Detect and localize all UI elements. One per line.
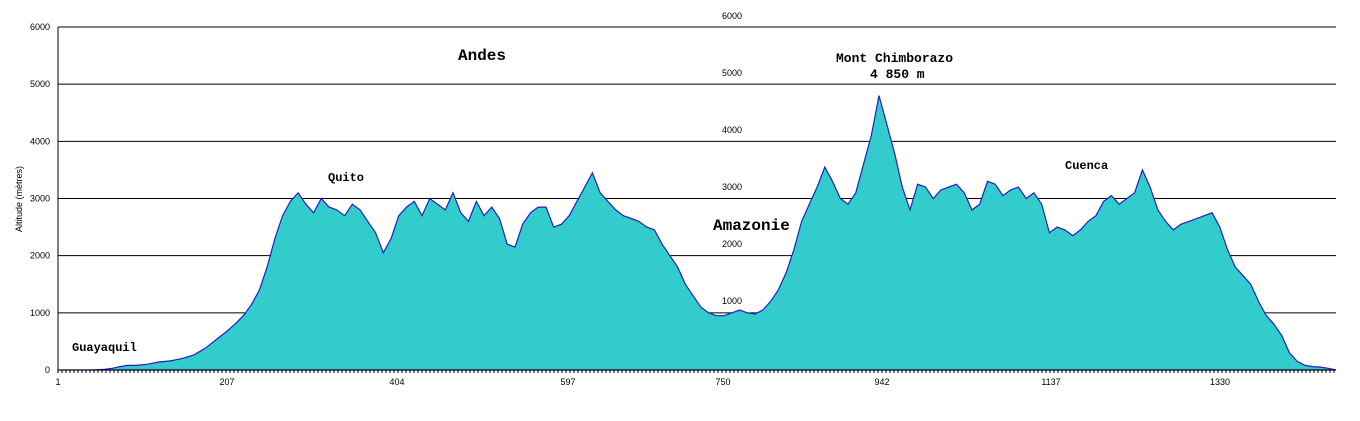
y-tick-label: 0 bbox=[45, 365, 50, 375]
annotation-amazonie: Amazonie bbox=[713, 217, 790, 235]
inner-tick-label: 2000 bbox=[722, 239, 742, 249]
inner-tick-label: 3000 bbox=[722, 182, 742, 192]
annotation-andes: Andes bbox=[458, 47, 506, 65]
x-tick-label: 1 bbox=[55, 377, 60, 387]
x-axis bbox=[57, 369, 1336, 373]
annotation-peak-name: Mont Chimborazo bbox=[836, 51, 953, 66]
inner-tick-label: 4000 bbox=[722, 125, 742, 135]
altitude-area bbox=[58, 95, 1337, 371]
x-tick-label: 1137 bbox=[1041, 377, 1060, 387]
y-tick-label: 2000 bbox=[30, 251, 50, 261]
annotation-quito: Quito bbox=[328, 171, 364, 185]
y-tick-label: 5000 bbox=[30, 79, 50, 89]
y-tick-label: 1000 bbox=[30, 308, 50, 318]
inner-tick-label: 6000 bbox=[722, 11, 742, 21]
x-tick-label: 207 bbox=[219, 377, 234, 387]
y-axis-label: Altitude (mètres) bbox=[14, 166, 24, 232]
inner-tick-label: 1000 bbox=[722, 296, 742, 306]
y-tick-label: 4000 bbox=[30, 136, 50, 146]
x-tick-label: 1330 bbox=[1210, 377, 1230, 387]
annotation-peak-alt: 4 850 m bbox=[870, 67, 925, 82]
inner-altitude-ticks: 1000 2000 3000 4000 5000 6000 bbox=[722, 11, 742, 306]
x-tick-label: 750 bbox=[715, 377, 730, 387]
x-axis-ticks: 1 207 404 597 750 942 1137 1330 bbox=[55, 377, 1230, 387]
inner-tick-label: 5000 bbox=[722, 68, 742, 78]
y-tick-label: 6000 bbox=[30, 22, 50, 32]
x-tick-label: 597 bbox=[560, 377, 575, 387]
y-tick-label: 3000 bbox=[30, 194, 50, 204]
annotation-cuenca: Cuenca bbox=[1065, 159, 1108, 173]
x-tick-label: 404 bbox=[389, 377, 404, 387]
y-axis-ticks: 0 1000 2000 3000 4000 5000 6000 bbox=[30, 22, 50, 375]
x-tick-label: 942 bbox=[874, 377, 889, 387]
annotation-guayaquil: Guayaquil bbox=[72, 341, 137, 355]
